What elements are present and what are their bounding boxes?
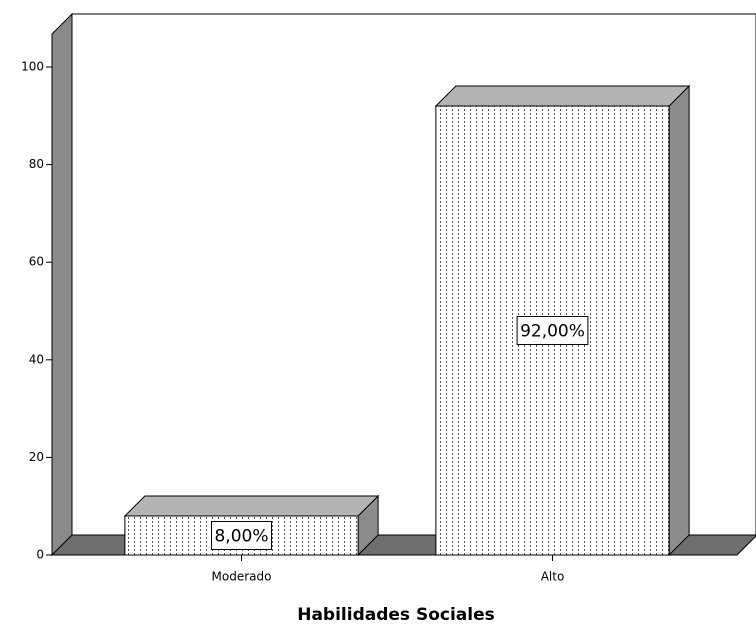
value-label: 8,00% xyxy=(214,526,268,546)
x-tick-label: Alto xyxy=(541,570,565,584)
y-tick-label: 20 xyxy=(29,450,44,464)
x-axis-title: Habilidades Sociales xyxy=(297,605,495,625)
bar-top xyxy=(434,85,691,107)
y-tick-label: 40 xyxy=(29,352,44,366)
x-tick-label: Moderado xyxy=(212,570,272,584)
y-tick-label: 100 xyxy=(21,60,44,74)
bar-side xyxy=(668,84,690,557)
value-label: 92,00% xyxy=(520,322,585,342)
value-label-box xyxy=(516,316,589,346)
value-label-box xyxy=(210,520,273,550)
y-tick-label: 60 xyxy=(29,255,44,269)
bar-top xyxy=(123,495,380,517)
y-tick-label: 0 xyxy=(36,548,44,562)
left-wall xyxy=(51,12,73,557)
y-tick-label: 80 xyxy=(29,157,44,171)
